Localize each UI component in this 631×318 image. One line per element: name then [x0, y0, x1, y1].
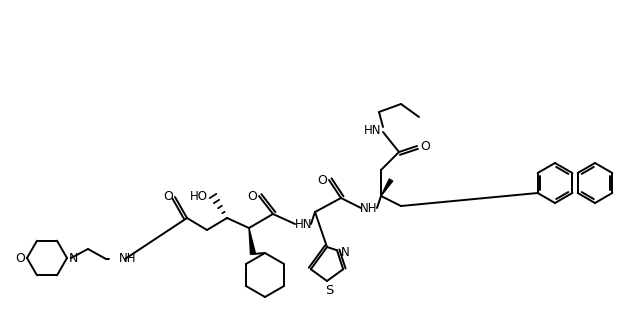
- Text: NH: NH: [360, 203, 378, 216]
- Text: N: N: [341, 246, 350, 259]
- Text: N: N: [68, 252, 78, 266]
- Text: HN: HN: [295, 218, 313, 231]
- Text: HO: HO: [190, 190, 208, 203]
- Text: S: S: [325, 285, 333, 298]
- Text: O: O: [420, 140, 430, 153]
- Text: O: O: [163, 190, 173, 204]
- Text: O: O: [247, 190, 257, 203]
- Text: HN: HN: [364, 123, 382, 136]
- Text: O: O: [15, 252, 25, 265]
- Polygon shape: [249, 228, 256, 254]
- Text: NH: NH: [119, 252, 136, 266]
- Polygon shape: [381, 179, 392, 196]
- Text: O: O: [317, 174, 327, 186]
